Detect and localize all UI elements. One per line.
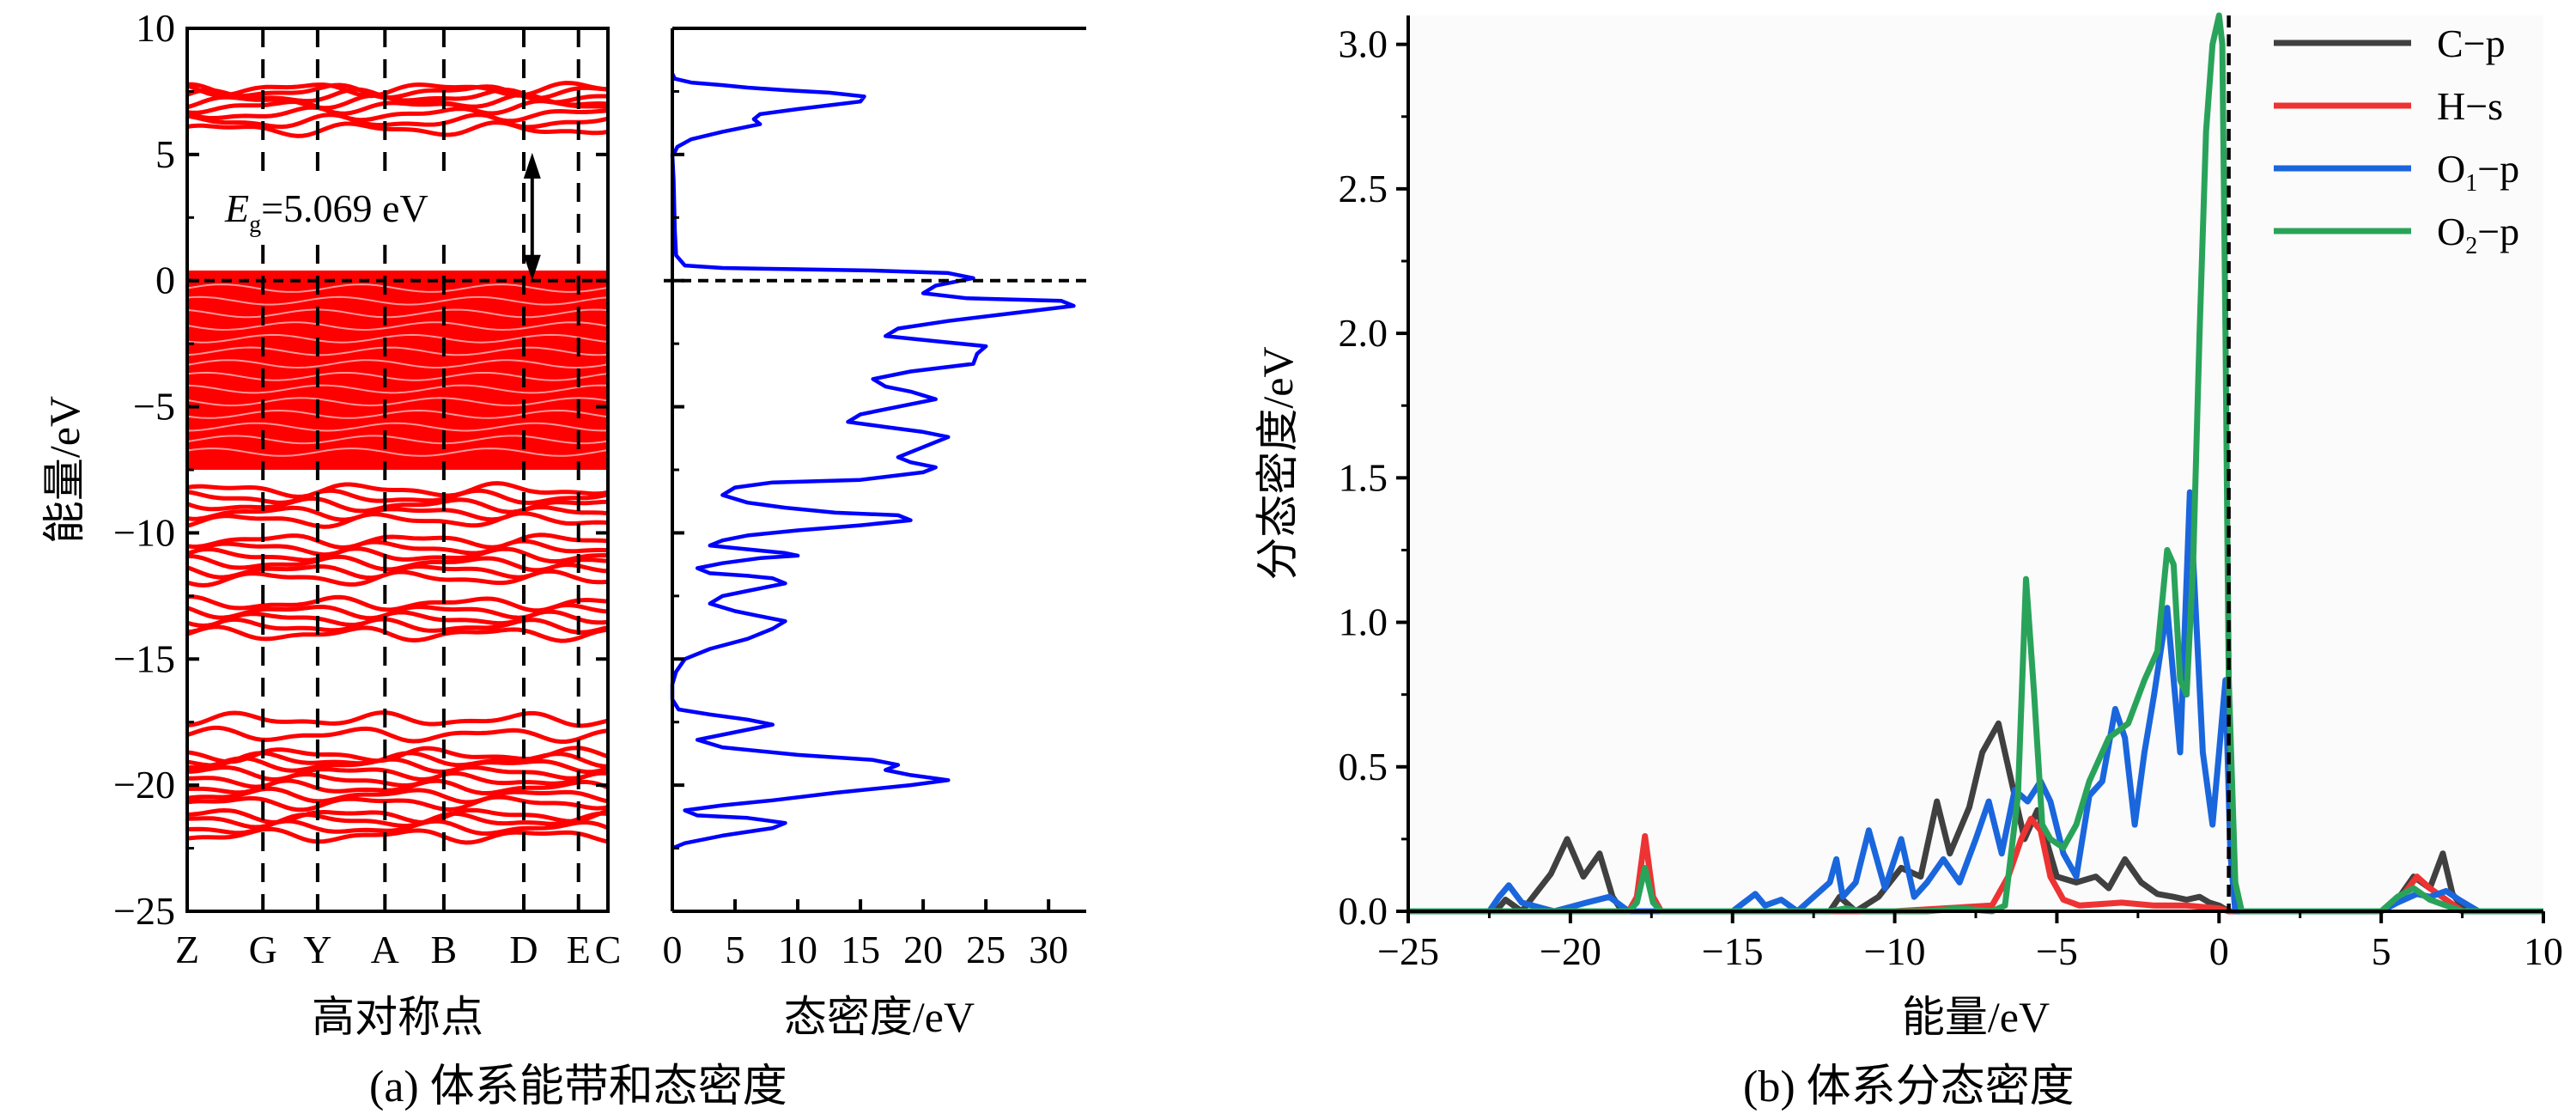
valence-band-line (186, 546, 609, 564)
band-crossing-line (186, 295, 609, 306)
y-tick-label: −5 (133, 385, 175, 429)
kpoint-label: D (509, 928, 538, 971)
kpoint-label: B (431, 928, 458, 971)
band-structure-panel: 10 5 0 −5 −10 −15 −20 −25Z G Y A B D E C 高对称点 能量/eV Eg=5.… (40, 6, 621, 1041)
band-crossing-line (186, 308, 609, 319)
y-tick-label: 5 (155, 132, 175, 176)
x-tick-label: 5 (2372, 929, 2391, 973)
conduction-band-line (186, 80, 609, 99)
x-tick-label: −20 (1540, 929, 1601, 973)
y-tick-label: 10 (136, 6, 175, 50)
band-crossing-line (186, 435, 609, 445)
kpoint-label: C (595, 928, 622, 971)
y-tick-label: 2.5 (1339, 167, 1388, 210)
y-tick-label: 1.0 (1339, 600, 1388, 644)
y-axis-label: 分态密度/eV (1254, 346, 1302, 580)
legend-label-h_s: H−s (2437, 84, 2503, 128)
x-tick-label: 20 (903, 928, 943, 971)
conduction-band-line (186, 120, 609, 138)
band-crossing-line (186, 321, 609, 332)
x-tick-label: 25 (966, 928, 1005, 971)
x-tick-label: −10 (1864, 929, 1926, 973)
y-tick-label: −15 (113, 636, 175, 680)
kpoint-label: E (567, 928, 591, 971)
x-tick-label: −15 (1702, 929, 1764, 973)
y-tick-label: −25 (113, 889, 175, 933)
valence-band-line (186, 786, 609, 805)
valence-band-line (186, 511, 609, 529)
conduction-band-line (186, 105, 609, 124)
legend-label-o2_p: O2−p (2437, 210, 2519, 259)
x-tick-label: 5 (726, 928, 745, 971)
valence-band-line (186, 569, 609, 588)
legend-label-c_p: C−p (2437, 21, 2506, 65)
y-tick-label: 3.0 (1339, 22, 1388, 66)
gap-arrow-head-down (523, 254, 541, 281)
total-dos-panel: 0 5 10 15 20 25 30 态密度/eV (663, 27, 1086, 1041)
x-axis-label: 高对称点 (312, 993, 483, 1041)
kpoint-label: Z (175, 928, 199, 971)
valence-band-line (186, 539, 609, 557)
valence-band-line (186, 504, 609, 522)
caption-b: (b) 体系分态密度 (1743, 1062, 2075, 1111)
valence-band-line (186, 609, 609, 629)
valence-band-line (186, 826, 609, 845)
x-tick-label: 0 (663, 928, 683, 971)
band-crossing-line (186, 409, 609, 419)
valence-band-line (186, 807, 609, 825)
x-tick-label: 15 (841, 928, 880, 971)
x-tick-label: 30 (1029, 928, 1068, 971)
x-axis-label: 态密度/eV (784, 993, 975, 1041)
y-tick-label: 1.5 (1339, 455, 1388, 499)
y-tick-label: 0.5 (1339, 745, 1388, 788)
valence-band-line (186, 725, 609, 744)
valence-band-line (186, 751, 609, 769)
band-crossing-line (186, 422, 608, 432)
y-axis-label: 能量/eV (40, 396, 88, 544)
x-tick-label: −5 (2036, 929, 2078, 973)
band-crossing-line (186, 447, 609, 457)
y-tick-label: 2.0 (1339, 311, 1388, 355)
gap-arrow-head-up (523, 152, 541, 179)
valence-band-line (186, 811, 609, 830)
valence-band-line (186, 533, 609, 550)
band-crossing-line (186, 333, 609, 344)
gap-label: Eg=5.069 eV (224, 186, 428, 238)
band-crossing-line (186, 371, 609, 381)
kpoint-label: G (249, 928, 277, 971)
band-crossing-line (186, 346, 609, 356)
conduction-band-line (186, 113, 609, 130)
band-crossing-line (186, 384, 609, 394)
legend-label-o1_p: O1−p (2437, 147, 2519, 197)
y-tick-label: 0.0 (1339, 889, 1388, 933)
caption-a: (a) 体系能带和态密度 (369, 1062, 787, 1111)
x-tick-label: 0 (2209, 929, 2229, 973)
kpoint-label: Y (303, 928, 331, 971)
band-crossing-line (186, 359, 609, 369)
gap-label-background (222, 180, 479, 234)
plot-background (1408, 15, 2543, 911)
conduction-band-line (187, 82, 609, 101)
y-tick-label: −20 (113, 763, 175, 807)
valence-band-line (186, 756, 609, 775)
y-tick-label: −10 (113, 510, 175, 554)
valence-band-line (186, 488, 609, 506)
partial-dos-panel: 0.0 0.5 1.0 1.5 2.0 2.5 3.0 −25 −20 −15 −10 −5 0 5 10 能… (1254, 12, 2563, 1041)
x-tick-label: −25 (1377, 929, 1439, 973)
y-tick-label: 0 (155, 259, 175, 302)
band-crossing-line (186, 283, 609, 293)
valence-band-line (186, 481, 609, 499)
valence-band-line (186, 794, 609, 813)
kpoint-label: A (371, 928, 399, 971)
valence-band-line (186, 617, 609, 635)
valence-band-line (186, 764, 609, 782)
x-axis-label: 能量/eV (1902, 993, 2050, 1041)
x-tick-label: 10 (778, 928, 817, 971)
x-tick-label: 10 (2524, 929, 2563, 973)
valence-band-line (186, 624, 609, 643)
band-crossing-line (186, 397, 609, 407)
valence-band-line (186, 710, 609, 728)
dos-curve (670, 72, 1076, 850)
